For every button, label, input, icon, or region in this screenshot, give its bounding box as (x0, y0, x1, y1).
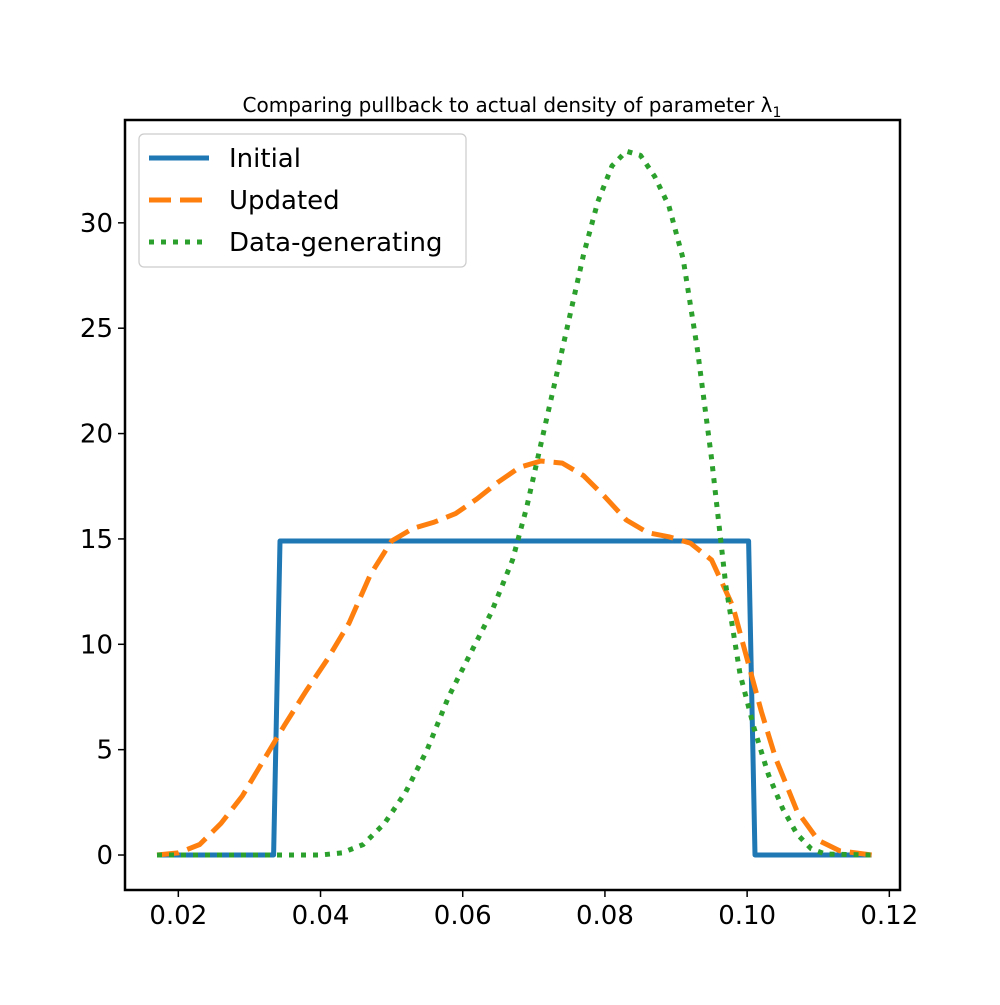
chart-title-subscript: 1 (773, 105, 782, 121)
legend-box (138, 133, 467, 268)
y-tick-label: 15 (80, 525, 113, 555)
legend: Initial Updated Data-generating (138, 133, 467, 268)
x-tick-label: 0.06 (434, 901, 492, 931)
legend-label-initial: Initial (229, 144, 301, 174)
series-line-updated (156, 458, 872, 858)
plot-frame (123, 118, 902, 892)
y-tick-label: 0 (96, 841, 113, 871)
y-tick-label: 20 (80, 420, 113, 450)
legend-label-updated: Updated (229, 186, 340, 216)
y-tick-label: 25 (80, 314, 113, 344)
y-tick-label: 30 (80, 209, 113, 239)
x-tick-label: 0.10 (718, 901, 776, 931)
x-axis: 0.02 0.04 0.06 0.08 0.10 0.12 (149, 890, 918, 931)
x-tick-label: 0.12 (860, 901, 918, 931)
chart-title-text: Comparing pullback to actual density of … (243, 93, 773, 117)
legend-label-data-generating: Data-generating (229, 228, 442, 258)
x-tick-label: 0.08 (576, 901, 634, 931)
series-line-data-generating (157, 148, 872, 858)
x-tick-label: 0.02 (149, 901, 207, 931)
y-axis: 0 5 10 15 20 25 30 (80, 209, 125, 871)
x-tick-label: 0.04 (292, 901, 350, 931)
y-tick-label: 10 (80, 630, 113, 660)
chart-title: Comparing pullback to actual density of … (243, 93, 782, 121)
y-tick-label: 5 (96, 736, 113, 766)
series-layer (156, 148, 872, 858)
